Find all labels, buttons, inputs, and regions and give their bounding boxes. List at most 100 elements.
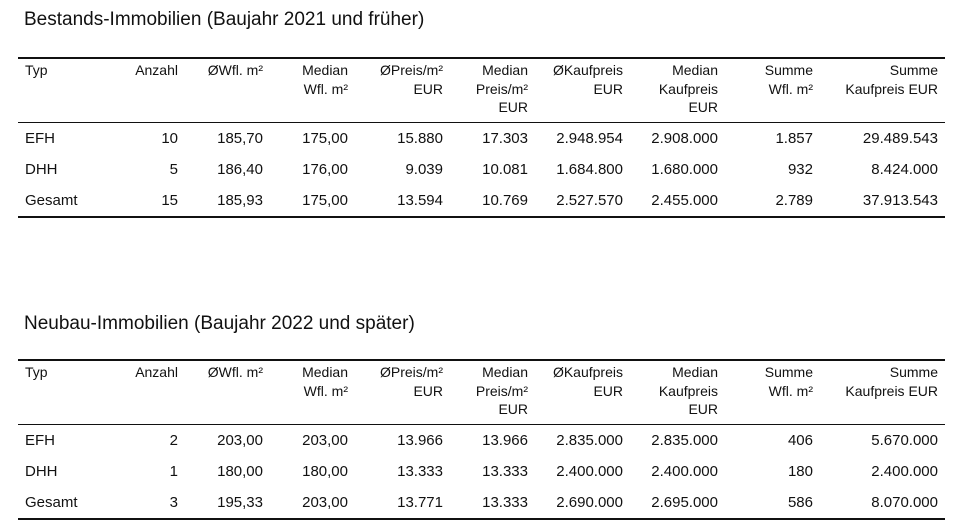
column-header: Median Wfl. m²: [270, 360, 355, 424]
table-neubau: Typ Anzahl ØWfl. m² Median Wfl. m² ØPreis/m² E…: [18, 359, 945, 520]
table-cell: 2.690.000: [556, 493, 623, 511]
table-row: DHH 5 186,40 176,00 9.039 10.081 1.684.800 1.68…: [18, 154, 945, 185]
table-cell: 195,33: [217, 493, 263, 511]
row-type-cell: Gesamt: [25, 191, 78, 209]
table-row: EFH 10 185,70 175,00 15.880 17.303 2.948.954 2.…: [18, 122, 945, 154]
table-row: Gesamt 15 185,93 175,00 13.594 10.769 2.527.57…: [18, 185, 945, 217]
column-header: ØPreis/m² EUR: [355, 360, 450, 424]
column-header-line: Kaufpreis EUR: [845, 382, 938, 399]
column-header-line: EUR: [688, 401, 718, 417]
table-cell: 1: [169, 462, 178, 480]
table-cell: 175,00: [302, 191, 348, 209]
table-cell: 13.966: [397, 431, 443, 449]
table-row: DHH 1 180,00 180,00 13.333 13.333 2.400.000 2.4…: [18, 456, 945, 487]
column-header: Anzahl: [98, 58, 185, 122]
row-type-cell: Gesamt: [25, 493, 78, 511]
table-cell: 1.684.800: [556, 160, 623, 178]
column-header: Anzahl: [98, 360, 185, 424]
column-header-line: Kaufpreis EUR: [845, 80, 938, 97]
table-cell: 15.880: [397, 129, 443, 147]
column-header-line: EUR: [498, 99, 528, 115]
column-header-line: Median: [672, 364, 718, 380]
table-cell: 586: [787, 493, 813, 511]
column-header: ØPreis/m² EUR: [355, 58, 450, 122]
column-header-line: Kaufpreis: [658, 382, 718, 399]
table-cell: 13.771: [397, 493, 443, 511]
column-header: Typ: [18, 360, 98, 424]
table-cell: 5.670.000: [871, 431, 938, 449]
table-cell: 2.948.954: [556, 129, 623, 147]
column-header: Summe Wfl. m²: [725, 360, 820, 424]
column-header: ØWfl. m²: [185, 360, 270, 424]
table-cell: 1.680.000: [651, 160, 718, 178]
table-cell: 203,00: [302, 493, 348, 511]
column-header: Typ: [18, 58, 98, 122]
table-cell: 2: [169, 431, 178, 449]
table-cell: 9.039: [405, 160, 443, 178]
table-cell: 1.857: [775, 129, 813, 147]
column-header-line: EUR: [688, 99, 718, 115]
column-header: Summe Kaufpreis EUR: [820, 360, 945, 424]
table-cell: 186,40: [217, 160, 263, 178]
table-cell: 203,00: [217, 431, 263, 449]
table-cell: 185,93: [217, 191, 263, 209]
table-cell: 13.333: [482, 462, 528, 480]
column-header-line: EUR: [498, 401, 528, 417]
table-cell: 180,00: [302, 462, 348, 480]
row-type-cell: DHH: [25, 160, 58, 178]
table-cell: 10.769: [482, 191, 528, 209]
table-cell: 2.527.570: [556, 191, 623, 209]
column-header-line: Anzahl: [135, 62, 178, 78]
table-cell: 13.594: [397, 191, 443, 209]
row-type-cell: EFH: [25, 431, 55, 449]
column-header-line: Typ: [25, 364, 48, 380]
table-cell: 2.789: [775, 191, 813, 209]
table-cell: 932: [787, 160, 813, 178]
column-header-line: Preis/m²: [475, 382, 528, 399]
table-cell: 13.333: [397, 462, 443, 480]
table-cell: 2.835.000: [651, 431, 718, 449]
table-cell: 176,00: [302, 160, 348, 178]
table-cell: 406: [787, 431, 813, 449]
table-cell: 8.070.000: [871, 493, 938, 511]
column-header: Median Preis/m² EUR: [450, 58, 535, 122]
column-header-line: Summe: [764, 62, 813, 78]
column-header-line: ØWfl. m²: [207, 62, 263, 78]
column-header-line: Median: [302, 364, 348, 380]
table-cell: 17.303: [482, 129, 528, 147]
column-header: Median Kaufpreis EUR: [630, 360, 725, 424]
column-header-line: EUR: [593, 382, 623, 399]
column-header-line: EUR: [413, 80, 443, 97]
column-header-line: Median: [672, 62, 718, 78]
table-cell: 8.424.000: [871, 160, 938, 178]
column-header-line: Summe: [764, 364, 813, 380]
table-cell: 13.966: [482, 431, 528, 449]
column-header: Median Preis/m² EUR: [450, 360, 535, 424]
table-cell: 203,00: [302, 431, 348, 449]
row-type-cell: EFH: [25, 129, 55, 147]
column-header: Median Wfl. m²: [270, 58, 355, 122]
table-cell: 29.489.543: [862, 129, 938, 147]
table-cell: 3: [169, 493, 178, 511]
column-header-line: Typ: [25, 62, 48, 78]
column-header: Summe Wfl. m²: [725, 58, 820, 122]
column-header-line: ØPreis/m²: [380, 62, 443, 78]
table-cell: 5: [169, 160, 178, 178]
table-row: Gesamt 3 195,33 203,00 13.771 13.333 2.690.000…: [18, 487, 945, 519]
column-header-line: Median: [482, 62, 528, 78]
column-header-line: Summe: [889, 364, 938, 380]
column-header-line: ØWfl. m²: [207, 364, 263, 380]
column-header-line: Anzahl: [135, 364, 178, 380]
table-cell: 10.081: [482, 160, 528, 178]
section-title-neubau: Neubau-Immobilien (Baujahr 2022 und spät…: [24, 313, 415, 334]
column-header-line: ØKaufpreis: [552, 364, 623, 380]
table-cell: 185,70: [217, 129, 263, 147]
column-header: Median Kaufpreis EUR: [630, 58, 725, 122]
column-header-line: Preis/m²: [475, 80, 528, 97]
table-cell: 13.333: [482, 493, 528, 511]
table-cell: 2.835.000: [556, 431, 623, 449]
column-header: Summe Kaufpreis EUR: [820, 58, 945, 122]
section-title-bestand: Bestands-Immobilien (Baujahr 2021 und fr…: [24, 9, 425, 30]
table-cell: 2.695.000: [651, 493, 718, 511]
column-header-line: ØPreis/m²: [380, 364, 443, 380]
